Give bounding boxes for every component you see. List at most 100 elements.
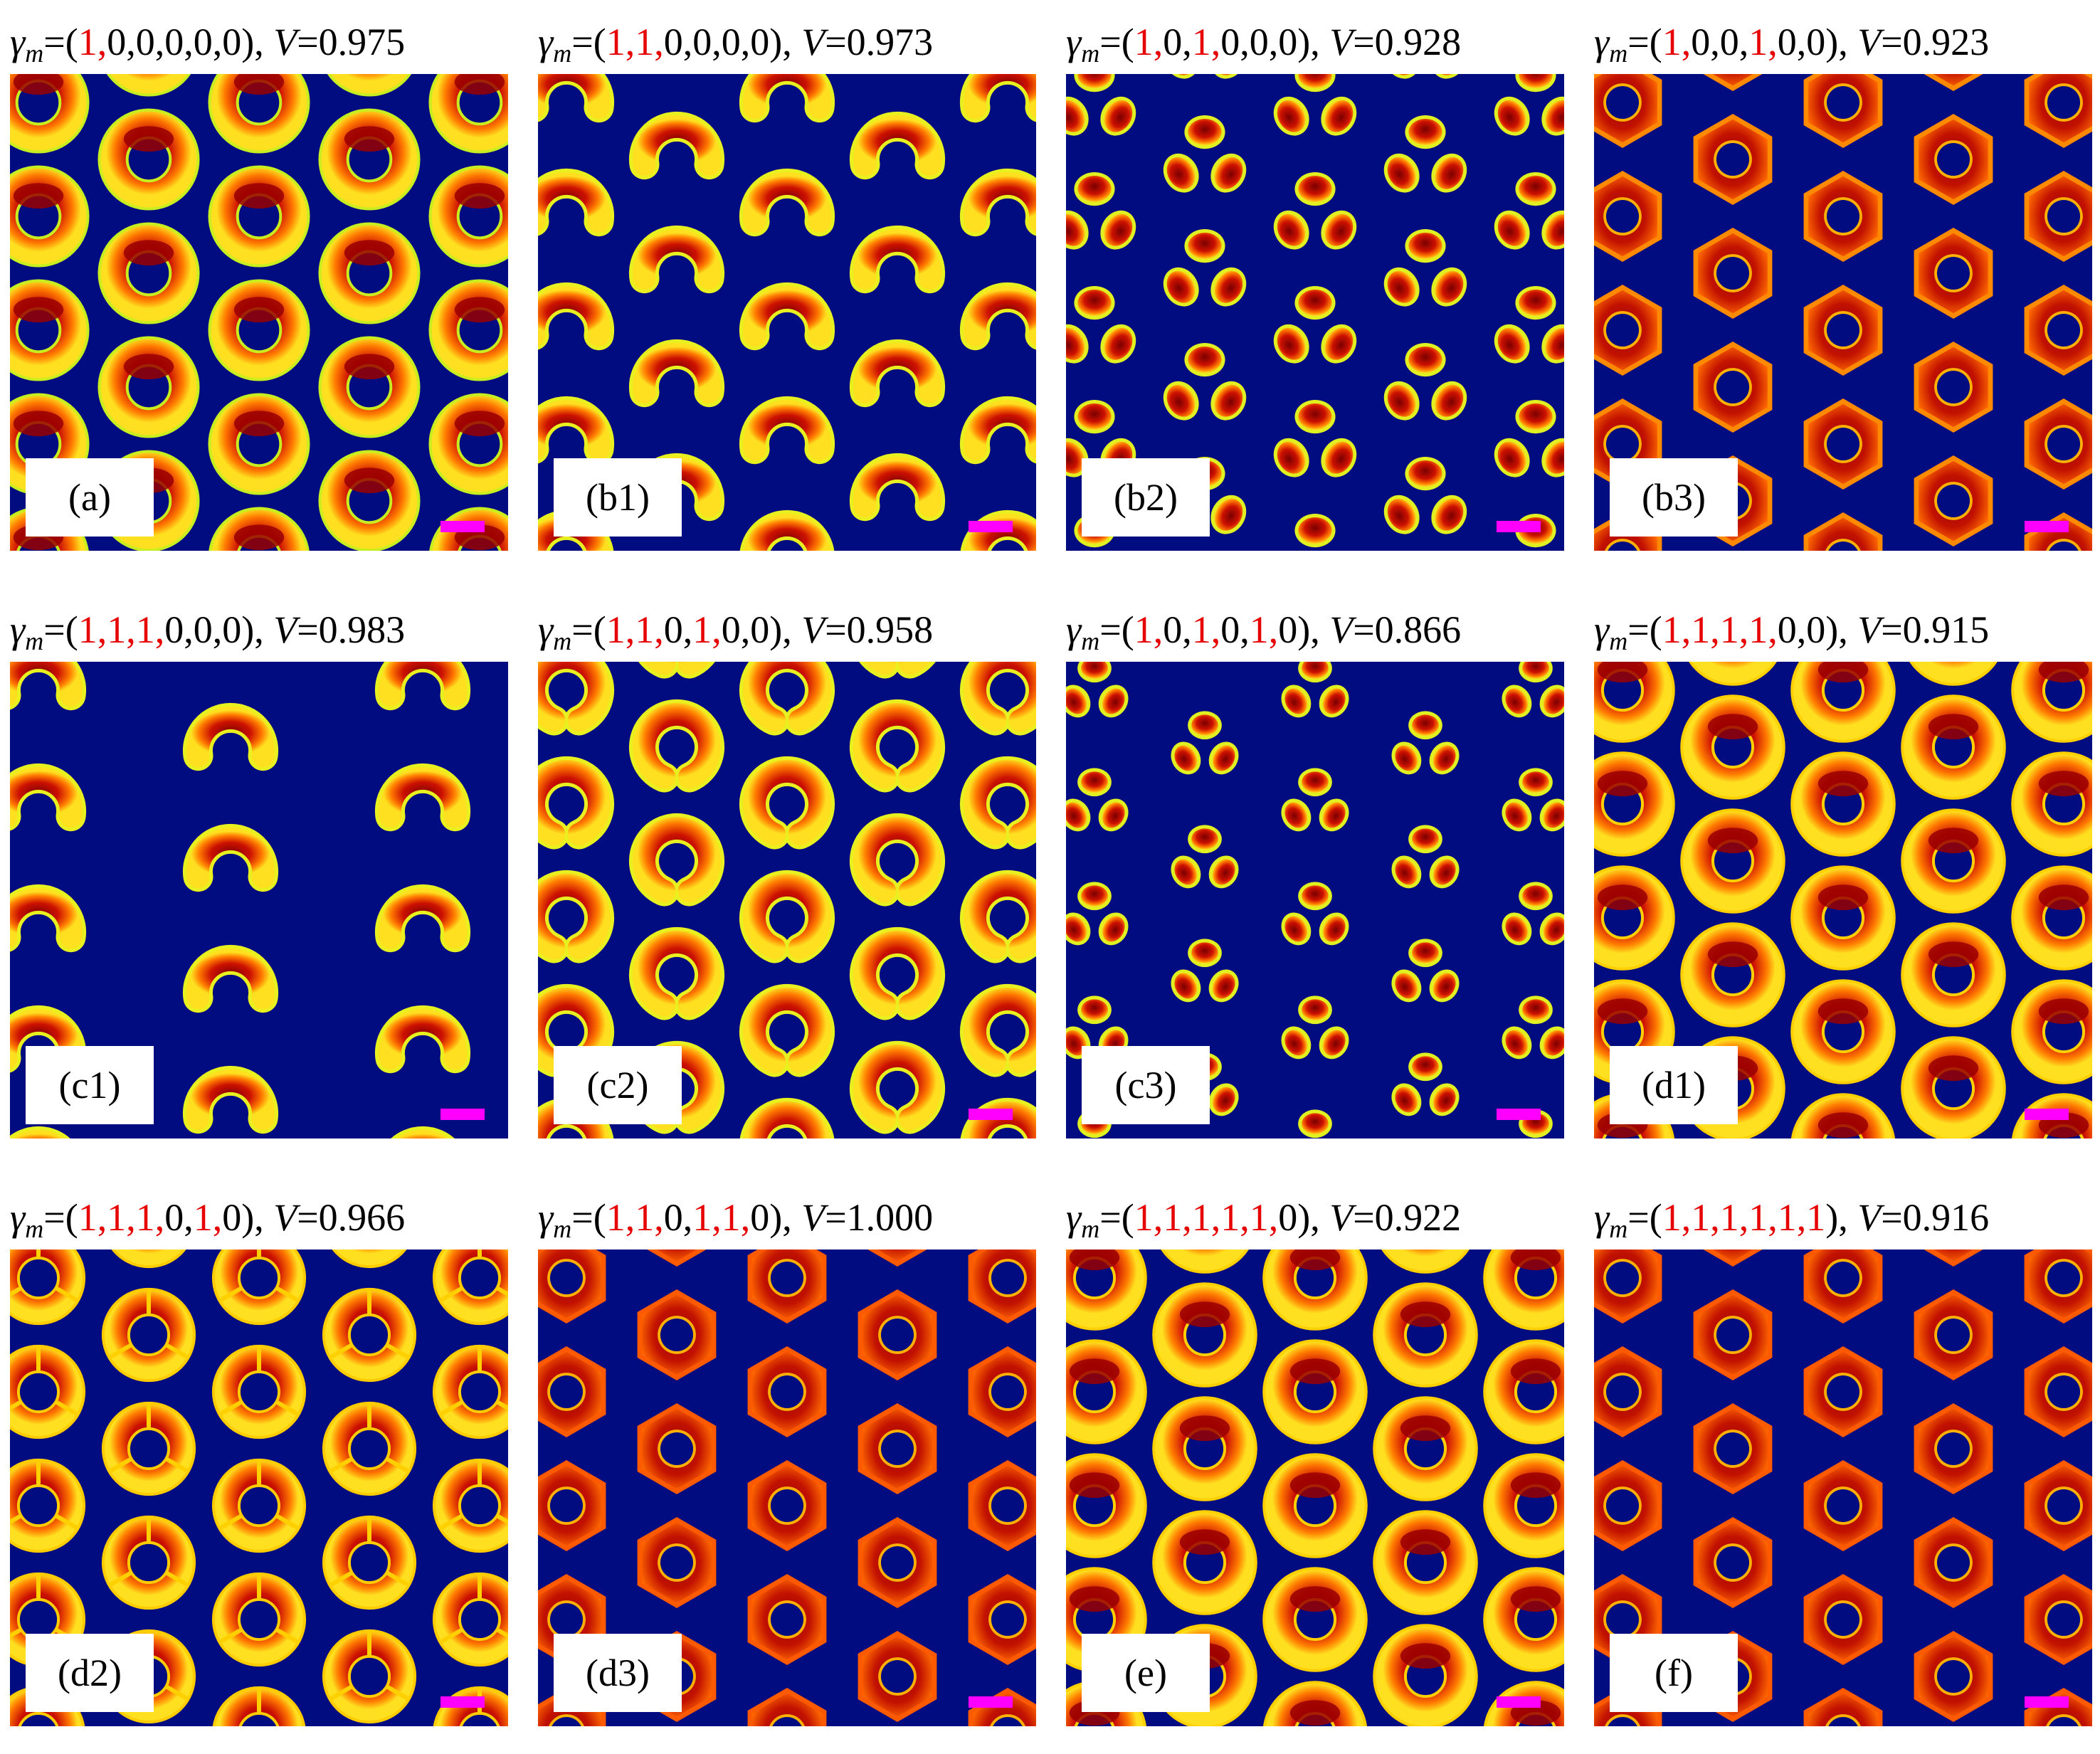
pattern-domain — [849, 699, 946, 793]
gamma-symbol: γ — [538, 1196, 554, 1239]
pattern-domain — [97, 108, 200, 211]
gamma-subscript: m — [1081, 39, 1100, 68]
pattern-domain — [628, 225, 725, 294]
v-symbol: V — [1329, 1196, 1354, 1239]
gamma-symbol: γ — [1594, 21, 1610, 63]
gamma-value: 1 — [193, 1196, 213, 1239]
pattern-domain — [1163, 229, 1247, 307]
gamma-value: 0 — [1806, 21, 1826, 63]
pattern-domain — [959, 984, 1036, 1077]
pattern-domain — [538, 1460, 606, 1551]
panel-title: γm=(1,0,1,0,1,0), V=0.866 — [1066, 608, 1462, 655]
pattern-domain — [1689, 662, 1777, 686]
pattern-domain — [1391, 711, 1460, 775]
gamma-value: 1 — [1191, 1196, 1211, 1239]
pattern-domain — [1803, 1250, 1883, 1324]
pattern-domain — [1383, 457, 1467, 534]
pattern-domain — [1163, 343, 1247, 421]
pattern-domain — [1594, 1346, 1662, 1437]
pattern-image: (d1) — [1594, 662, 2092, 1138]
pattern-domain — [637, 1517, 717, 1608]
pattern-domain — [1693, 228, 1773, 319]
pattern-domain — [1790, 1093, 1896, 1138]
pattern-domain — [1790, 751, 1896, 857]
scale-bar — [1497, 521, 1541, 532]
pattern-domain — [1914, 114, 1993, 205]
gamma-value: 1 — [78, 608, 97, 651]
gamma-value: 1 — [1191, 608, 1211, 651]
pattern-domain — [859, 662, 936, 679]
pattern-domain — [374, 763, 471, 832]
pattern-domain — [1703, 1250, 1763, 1267]
gamma-symbol: γ — [10, 21, 26, 63]
v-value: 0.928 — [1374, 21, 1462, 63]
pattern-domain — [968, 1460, 1036, 1551]
pattern-domain — [538, 870, 615, 963]
figure-panel: γm=(1,1,1,1,1,0), V=0.922 (e) — [1066, 1185, 1571, 1726]
gamma-subscript: m — [25, 1215, 44, 1243]
pattern-domain — [432, 1344, 508, 1439]
panel-label: (f) — [1610, 1634, 1738, 1712]
pattern-domain — [739, 509, 835, 551]
gamma-value: 0 — [164, 608, 184, 651]
pattern-domain — [1165, 662, 1244, 666]
gamma-value: 1 — [635, 1196, 655, 1239]
pattern-image: (a) — [10, 74, 508, 551]
gamma-subscript: m — [1609, 39, 1628, 68]
pattern-domain — [1262, 1250, 1368, 1331]
pattern-domain — [968, 1574, 1036, 1665]
v-value: 0.916 — [1902, 1196, 1990, 1239]
gamma-symbol: γ — [538, 608, 554, 651]
pattern-domain — [628, 111, 725, 180]
pattern-domain — [1383, 343, 1467, 421]
gamma-symbol: γ — [1594, 1196, 1610, 1239]
pattern-domain — [1171, 711, 1239, 775]
pattern-domain — [747, 1250, 827, 1324]
pattern-domain — [2011, 751, 2092, 857]
gamma-value: 0 — [193, 21, 213, 63]
pattern-domain — [374, 884, 471, 953]
pattern-domain — [111, 1250, 186, 1269]
pattern-image: (f) — [1594, 1250, 2092, 1726]
pattern-domain — [538, 282, 615, 351]
pattern-domain — [959, 168, 1036, 237]
pattern-domain — [739, 396, 835, 465]
gamma-symbol: γ — [1594, 608, 1610, 651]
pattern-domain — [1373, 1624, 1478, 1726]
pattern-domain — [959, 756, 1036, 850]
pattern-domain — [747, 1460, 827, 1551]
pattern-domain — [1066, 74, 1136, 136]
pattern-domain — [1281, 662, 1349, 718]
pattern-domain — [101, 1515, 196, 1610]
pattern-domain — [2011, 662, 2092, 743]
pattern-domain — [318, 336, 421, 438]
pattern-image: (c1) — [10, 662, 508, 1138]
pattern-domain — [1901, 694, 2006, 800]
pattern-domain — [2024, 1346, 2092, 1437]
pattern-domain — [1494, 74, 1564, 136]
pattern-domain — [1494, 172, 1564, 250]
scale-bar — [440, 1109, 485, 1120]
pattern-domain — [428, 393, 508, 495]
gamma-value: 0 — [1163, 608, 1183, 651]
pattern-domain — [428, 165, 508, 268]
pattern-image: (c3) — [1066, 662, 1564, 1138]
pattern-domain — [1515, 514, 1556, 548]
panel-label: (b1) — [554, 458, 682, 537]
pattern-domain — [1066, 172, 1136, 250]
gamma-value: 0 — [750, 21, 770, 63]
pattern-domain — [1594, 1250, 1662, 1324]
pattern-domain — [1803, 398, 1883, 490]
v-value: 0.983 — [318, 608, 406, 651]
pattern-domain — [1502, 768, 1564, 832]
pattern-domain — [959, 662, 1036, 736]
pattern-domain — [1152, 1282, 1257, 1388]
gamma-value: 0 — [222, 21, 242, 63]
pattern-domain — [739, 756, 835, 850]
pattern-domain — [739, 662, 835, 736]
pattern-domain — [1294, 514, 1336, 548]
pattern-domain — [2024, 1574, 2092, 1665]
scale-bar — [969, 521, 1013, 532]
pattern-domain — [867, 1250, 927, 1267]
pattern-domain — [322, 1629, 417, 1724]
